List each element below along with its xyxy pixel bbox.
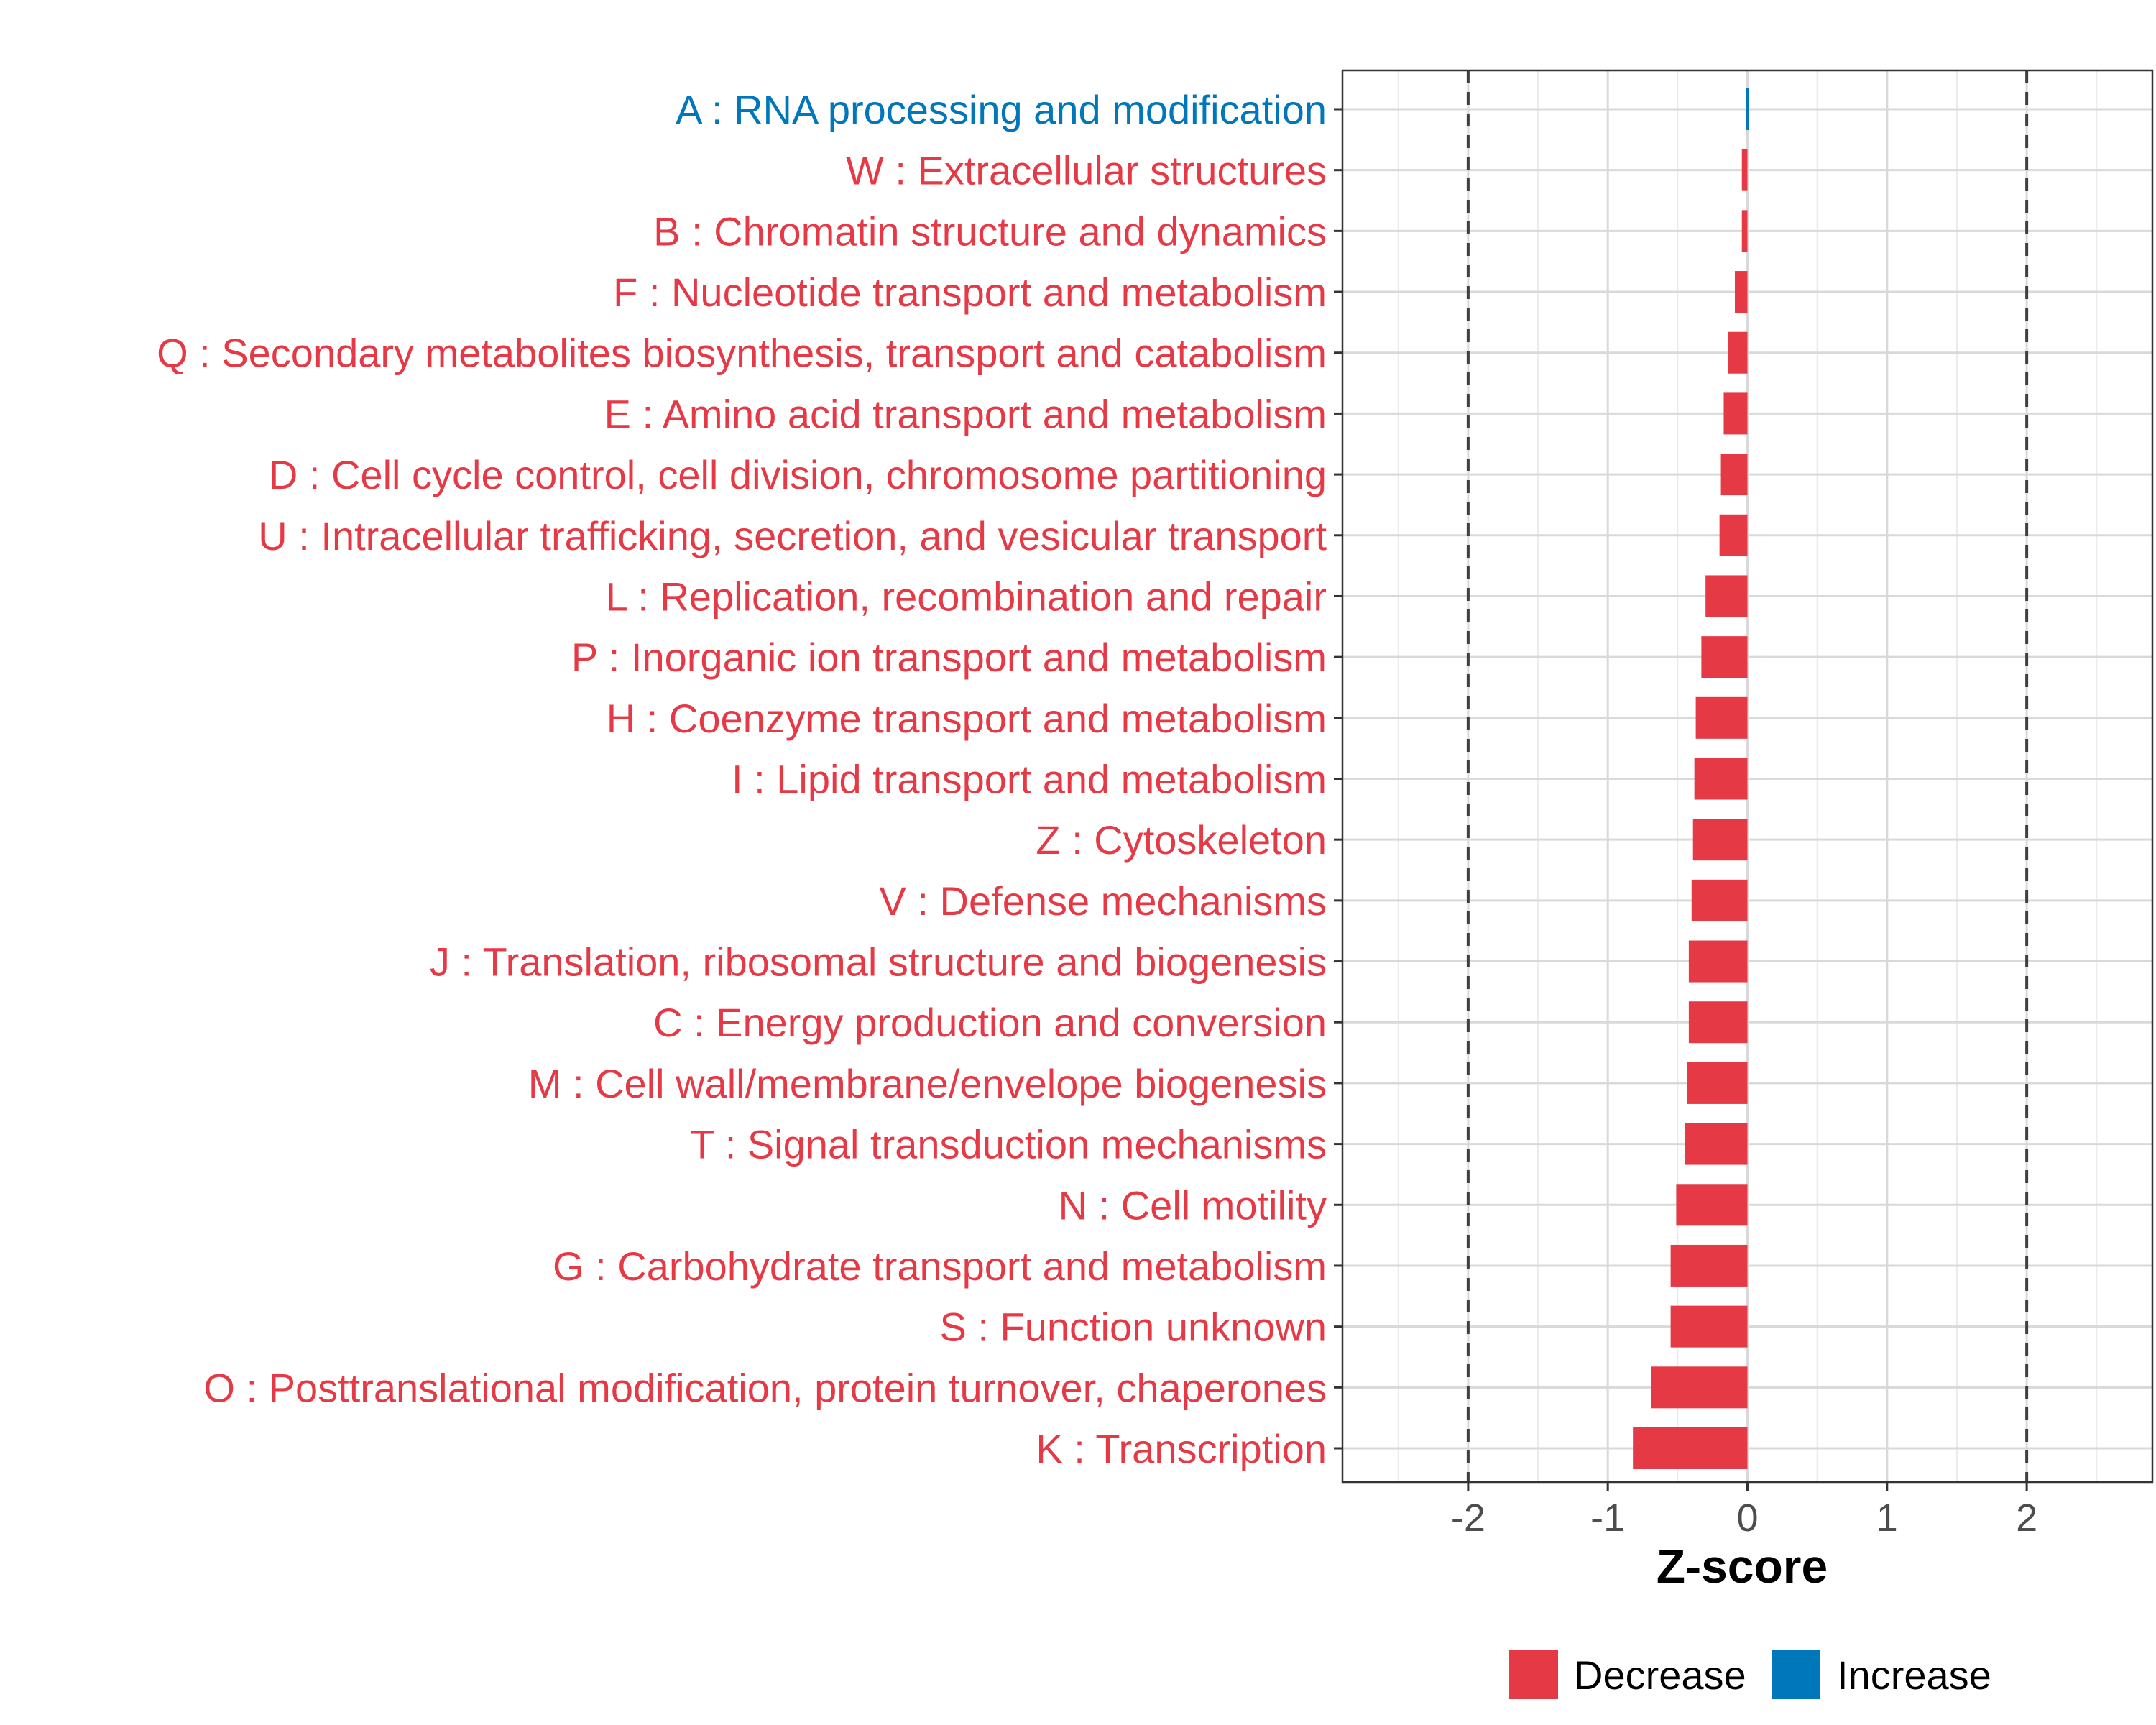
category-label: N : Cell motility xyxy=(1059,1182,1327,1228)
bar xyxy=(1676,1184,1748,1226)
x-tick-label: 2 xyxy=(2016,1496,2037,1540)
bar xyxy=(1694,758,1748,800)
bar xyxy=(1701,636,1748,678)
category-label: K : Transcription xyxy=(1036,1426,1327,1471)
category-label: G : Carbohydrate transport and metabolis… xyxy=(553,1243,1327,1289)
bar xyxy=(1670,1305,1748,1348)
bar xyxy=(1688,940,1748,983)
x-tick-label: 1 xyxy=(1876,1496,1898,1540)
x-axis-title: Z-score xyxy=(1657,1540,1828,1593)
legend-swatch-increase xyxy=(1772,1650,1820,1699)
bar xyxy=(1741,149,1748,191)
category-label: E : Amino acid transport and metabolism xyxy=(604,391,1327,436)
category-label: C : Energy production and conversion xyxy=(653,1000,1327,1045)
category-label: M : Cell wall/membrane/envelope biogenes… xyxy=(528,1061,1327,1106)
bar xyxy=(1728,331,1748,374)
reference-lines xyxy=(1466,70,2029,1482)
bar xyxy=(1692,819,1748,861)
bar xyxy=(1723,392,1748,435)
bar xyxy=(1691,879,1748,921)
category-label: S : Function unknown xyxy=(939,1305,1327,1350)
bar xyxy=(1705,575,1748,617)
bar xyxy=(1685,1123,1748,1165)
category-label: W : Extracellular structures xyxy=(846,148,1327,193)
category-label: B : Chromatin structure and dynamics xyxy=(653,208,1327,254)
category-label: U : Intracellular trafficking, secretion… xyxy=(258,513,1327,558)
bars xyxy=(1633,88,1749,1469)
legend-label-decrease: Decrease xyxy=(1574,1652,1746,1698)
category-label: J : Translation, ribosomal structure and… xyxy=(430,939,1327,985)
x-tick-label: -1 xyxy=(1590,1496,1625,1540)
bar xyxy=(1746,88,1749,130)
bar xyxy=(1670,1244,1748,1287)
x-tick-label: -2 xyxy=(1451,1496,1485,1540)
category-label: D : Cell cycle control, cell division, c… xyxy=(269,452,1327,497)
bar xyxy=(1741,210,1748,252)
legend: Decrease Increase xyxy=(1509,1650,1991,1699)
bar xyxy=(1720,454,1748,496)
y-axis-ticks xyxy=(1334,108,1342,1450)
category-label: F : Nucleotide transport and metabolism xyxy=(613,270,1327,315)
bar xyxy=(1695,696,1748,739)
bar xyxy=(1633,1427,1748,1469)
category-label: O : Posttranslational modification, prot… xyxy=(203,1365,1327,1410)
bar xyxy=(1735,271,1748,313)
category-label: I : Lipid transport and metabolism xyxy=(732,757,1327,802)
category-label: A : RNA processing and modification xyxy=(676,87,1327,132)
bar xyxy=(1687,1062,1748,1104)
x-axis-ticks: -2 -1 0 1 2 xyxy=(1451,1482,2037,1540)
category-label: Q : Secondary metabolites biosynthesis, … xyxy=(157,331,1327,376)
category-label: P : Inorganic ion transport and metaboli… xyxy=(571,635,1327,680)
x-tick-label: 0 xyxy=(1736,1496,1758,1540)
category-label: L : Replication, recombination and repai… xyxy=(606,574,1327,619)
legend-label-increase: Increase xyxy=(1837,1652,1991,1698)
bar xyxy=(1688,1001,1748,1044)
category-label: H : Coenzyme transport and metabolism xyxy=(607,696,1327,741)
category-label: T : Signal transduction mechanisms xyxy=(690,1122,1327,1167)
category-label: V : Defense mechanisms xyxy=(880,878,1327,924)
category-label: Z : Cytoskeleton xyxy=(1036,817,1327,862)
legend-swatch-decrease xyxy=(1509,1650,1558,1699)
bar xyxy=(1651,1366,1748,1409)
bar xyxy=(1719,514,1748,556)
category-labels: A : RNA processing and modification W : E… xyxy=(157,87,1327,1471)
